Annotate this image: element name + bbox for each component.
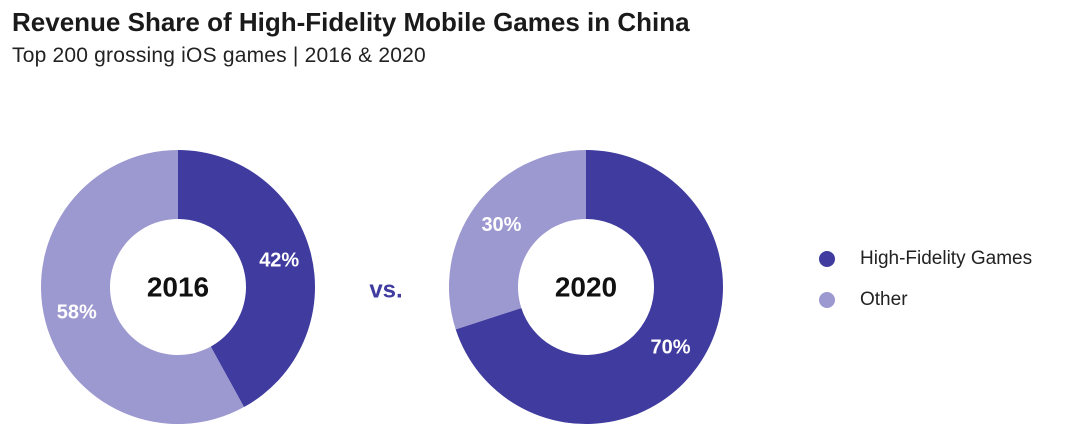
vs-label: vs.	[369, 276, 402, 303]
donut-slice-other-2016	[40, 150, 245, 425]
legend-swatch-other	[819, 292, 835, 308]
donut-2020: 70% 30% 2020	[448, 150, 724, 424]
legend: High-Fidelity Games Other	[819, 248, 1032, 310]
chart-subtitle: Top 200 grossing iOS games | 2016 & 2020	[12, 44, 426, 67]
chart-title: Revenue Share of High-Fidelity Mobile Ga…	[12, 7, 690, 37]
slice-label: 42%	[259, 249, 299, 271]
legend-label: High-Fidelity Games	[860, 248, 1032, 269]
legend-swatch-high-fidelity	[819, 251, 835, 267]
slice-label: 70%	[651, 337, 691, 359]
donut-2016: 42% 58% 2016	[40, 150, 315, 425]
donut-center-label: 2020	[555, 271, 617, 302]
slice-label: 30%	[481, 214, 521, 236]
donut-center-label: 2016	[147, 271, 209, 302]
slice-label: 58%	[57, 301, 97, 323]
legend-label: Other	[860, 289, 908, 310]
donut-slice-high-fidelity-2016	[178, 150, 315, 408]
donut-slice-other-2020	[448, 150, 586, 330]
donut-slice-high-fidelity-2020	[455, 150, 724, 424]
